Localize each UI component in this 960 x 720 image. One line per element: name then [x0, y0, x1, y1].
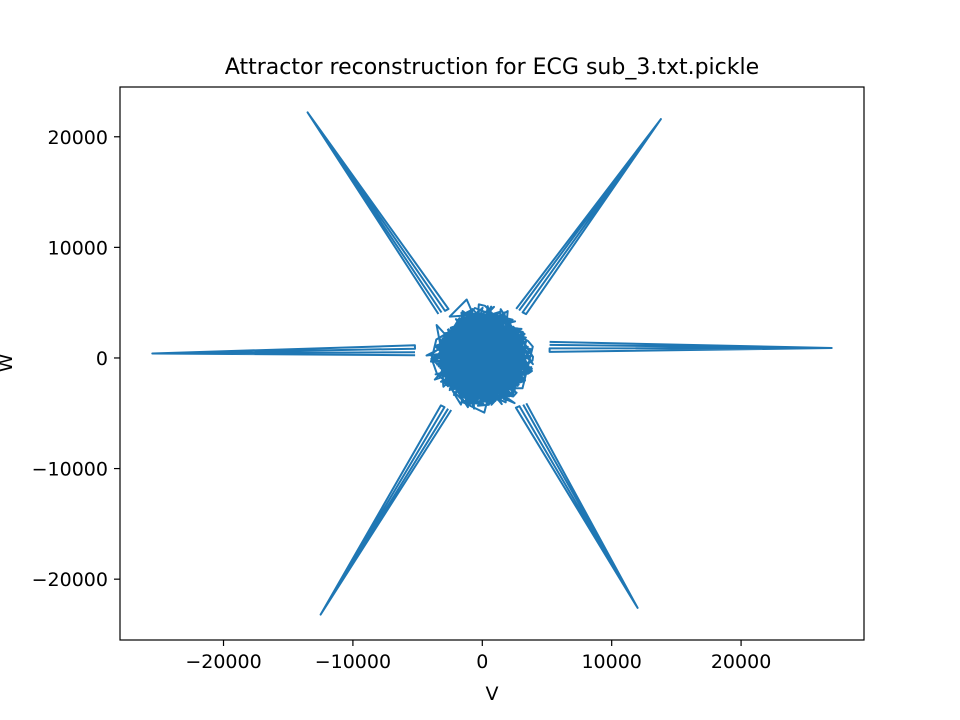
y-tick-label: −20000: [32, 569, 108, 591]
x-tick-label: −10000: [315, 651, 391, 673]
attractor-spike-2: [515, 118, 662, 316]
attractor-spike-1: [306, 111, 450, 315]
x-axis-label: V: [486, 683, 499, 705]
y-tick-label: 10000: [48, 237, 108, 259]
y-tick-label: −10000: [32, 459, 108, 481]
x-tick-label: 20000: [711, 651, 771, 673]
x-tick-label: 0: [476, 651, 488, 673]
axes-frame: [119, 86, 865, 641]
attractor-spike-6: [514, 402, 639, 609]
attractor-spike-5: [319, 404, 453, 616]
plot-area: [151, 111, 833, 616]
y-axis-label: W: [0, 353, 17, 372]
chart-title: Attractor reconstruction for ECG sub_3.t…: [225, 55, 759, 80]
x-tick-label: −20000: [185, 651, 261, 673]
y-axis: −20000 −10000 0 10000 20000: [32, 127, 120, 591]
y-tick-label: 20000: [48, 127, 108, 149]
attractor-spike-3: [548, 340, 833, 353]
attractor-spike-4: [151, 344, 416, 357]
x-axis: −20000 −10000 0 10000 20000: [185, 640, 771, 673]
y-tick-label: 0: [96, 348, 108, 370]
attractor-core-trace: [425, 298, 534, 414]
x-tick-label: 10000: [581, 651, 641, 673]
